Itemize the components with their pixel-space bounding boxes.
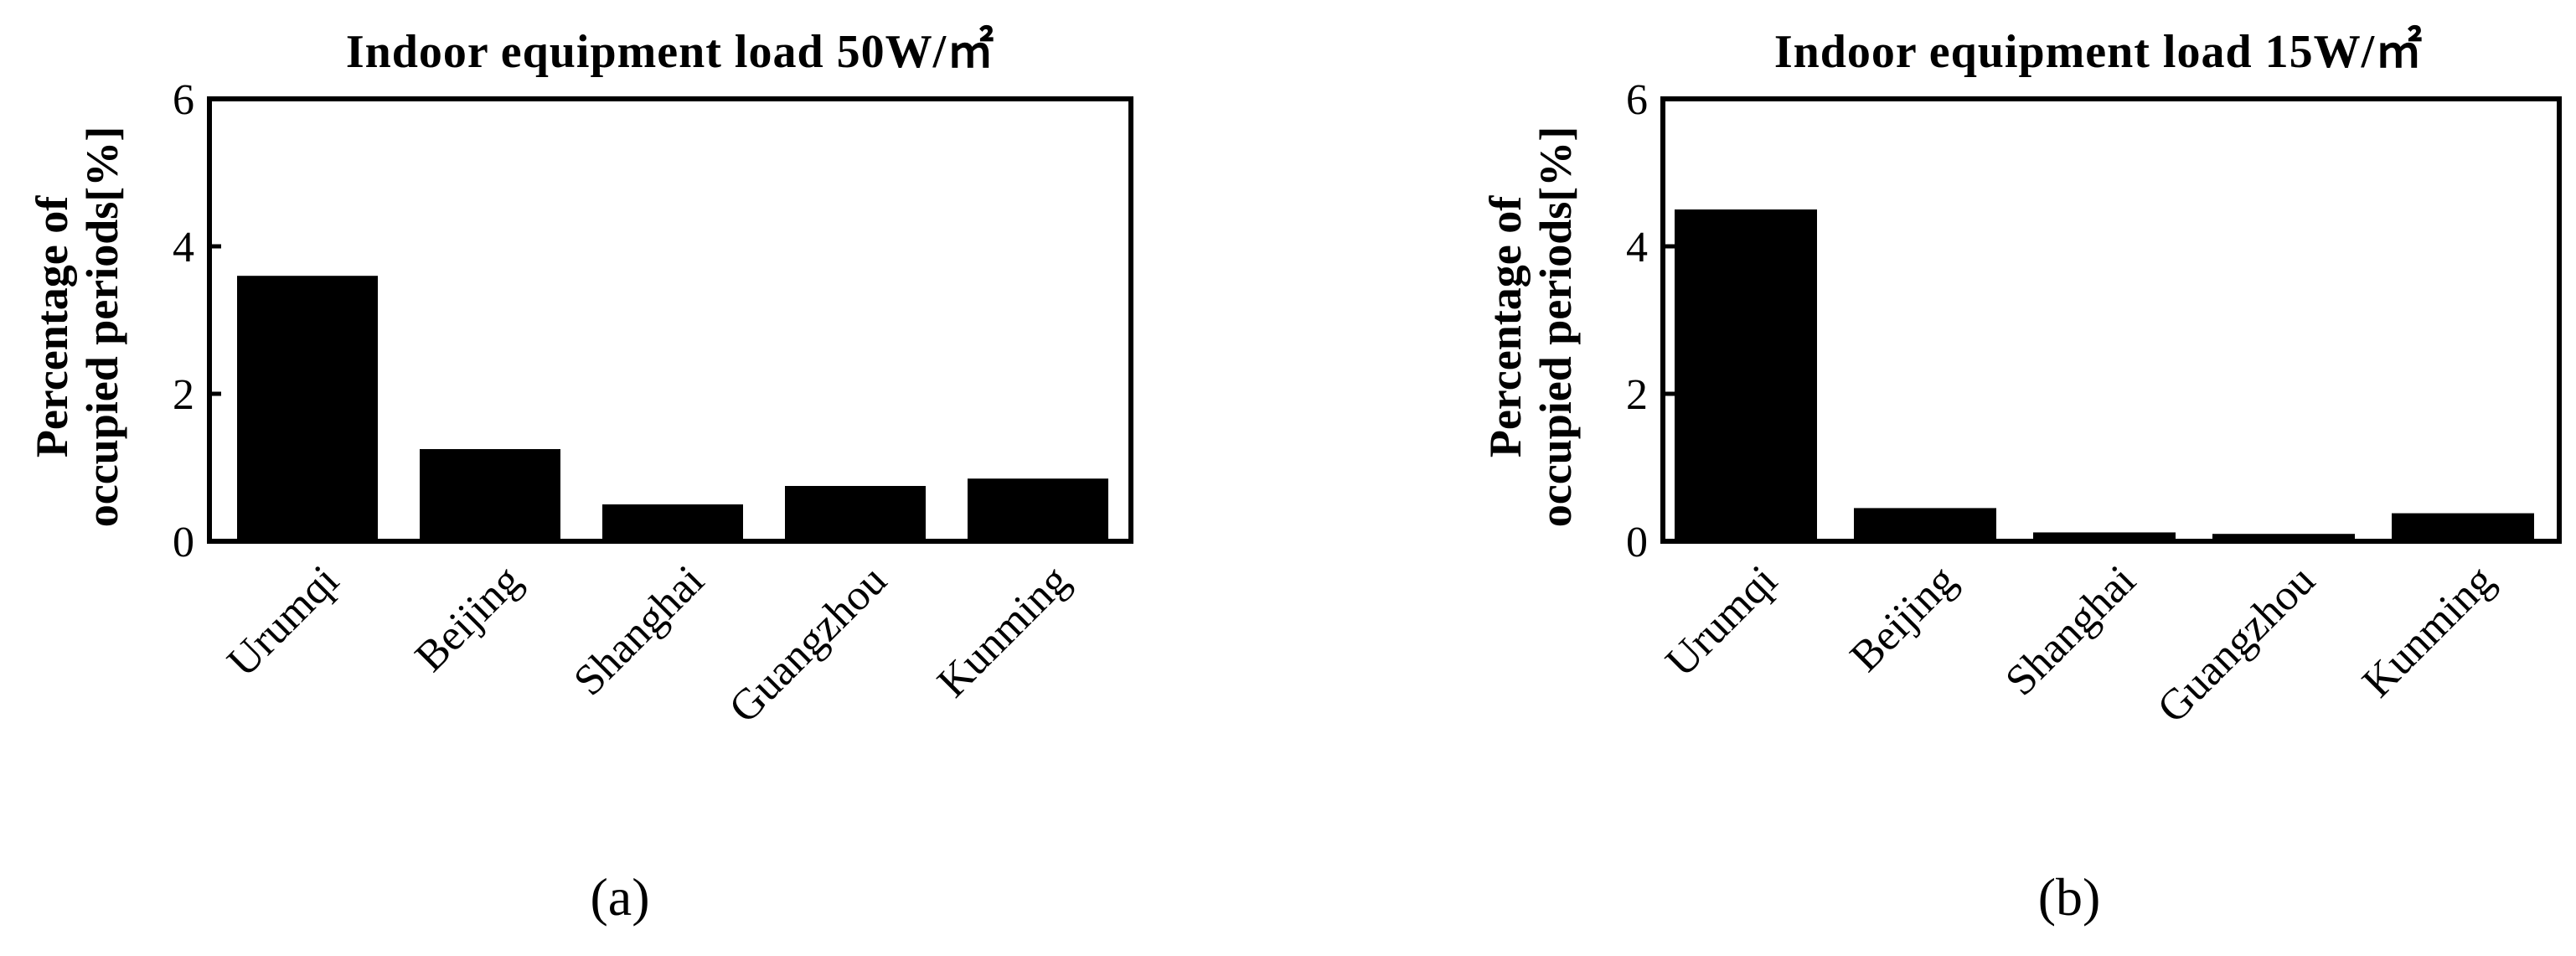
bar-kunming [968,478,1108,539]
x-axis-tick-labels: Urumqi Beijing Shanghai Guangzhou Kunming [219,556,1079,732]
bar-beijing [1854,508,1996,539]
x-tick-label-urumqi: Urumqi [219,556,348,686]
x-tick-label-guangzhou: Guangzhou [720,556,896,732]
x-tick-label-shanghai: Shanghai [565,556,713,705]
y-axis-label-line-2: occupied periods[%] [77,127,127,528]
chart-panel-a: Indoor equipment load 50W/㎡ Percentage o… [27,25,1133,927]
y-tick-label: 6 [1626,76,1648,124]
bar-urumqi [1675,209,1817,539]
x-tick-label-kunming: Kunming [928,556,1078,706]
x-tick-label-beijing: Beijing [406,556,531,681]
bar-shanghai [2033,532,2176,539]
y-tick-label: 2 [1626,371,1648,419]
y-tick-label: 0 [173,519,194,566]
y-axis-label-line-1: Percentage of [27,195,77,457]
bar-urumqi [237,276,378,539]
y-tick-label: 2 [173,371,194,419]
y-axis-label-line-1: Percentage of [1480,195,1531,457]
x-tick-label-beijing: Beijing [1841,556,1966,681]
panel-label: (b) [2038,867,2101,927]
y-tick-label: 4 [173,224,194,271]
y-axis-label: Percentage of occupied periods[%] [27,127,127,528]
y-tick-label: 0 [1626,519,1648,566]
plot-frame [1660,96,2562,544]
bar-beijing [420,449,560,539]
bar-guangzhou [785,486,926,539]
bar-kunming [2392,513,2534,539]
chart-panel-b: Indoor equipment load 15W/㎡ Percentage o… [1480,25,2562,927]
x-tick-label-kunming: Kunming [2353,556,2503,706]
y-axis-label-line-2: occupied periods[%] [1531,127,1581,528]
bar-guangzhou [2212,534,2355,539]
x-axis-tick-labels: Urumqi Beijing Shanghai Guangzhou Kunming [1657,556,2504,732]
bar-shanghai [602,504,743,539]
plot-frame [207,96,1133,544]
y-tick-label: 6 [173,76,194,124]
panel-label: (a) [590,867,649,927]
chart-title: Indoor equipment load 50W/㎡ [346,25,994,78]
chart-title: Indoor equipment load 15W/㎡ [1774,25,2423,78]
x-tick-label-urumqi: Urumqi [1657,556,1787,686]
y-axis-ticks: 0 2 4 6 [173,76,221,566]
y-axis-ticks: 0 2 4 6 [1626,76,1675,566]
x-tick-label-guangzhou: Guangzhou [2149,556,2325,732]
y-axis-label: Percentage of occupied periods[%] [1480,127,1581,528]
bars [237,276,1108,539]
bars [1675,209,2534,539]
y-tick-label: 4 [1626,224,1648,271]
x-tick-label-shanghai: Shanghai [1996,556,2145,705]
